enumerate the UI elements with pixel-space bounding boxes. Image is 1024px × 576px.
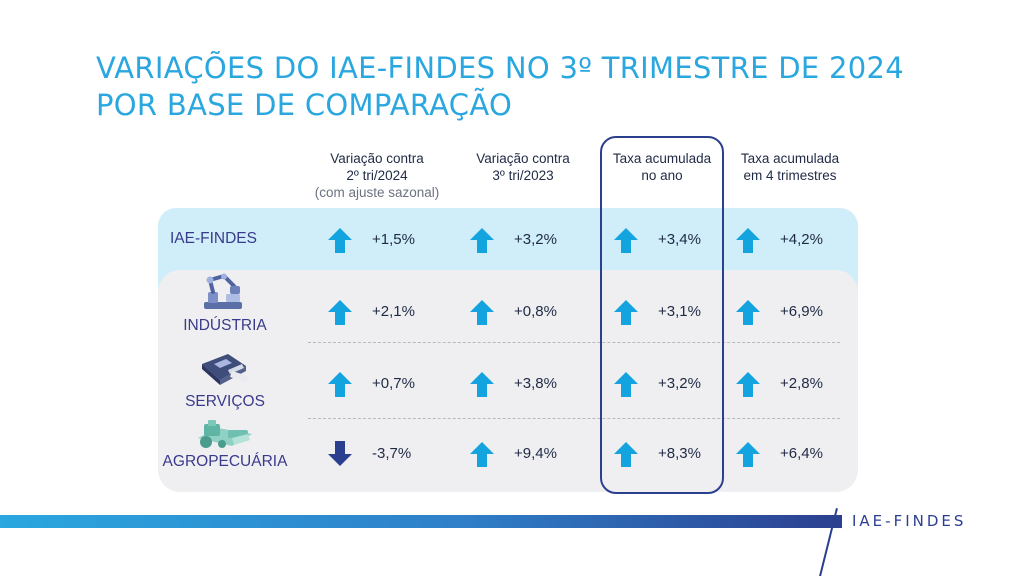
value-cell: +6,4% bbox=[736, 440, 823, 468]
value-text: +6,9% bbox=[780, 303, 823, 320]
accumulated-year-highlight bbox=[600, 136, 724, 494]
value-text: +9,4% bbox=[514, 445, 557, 462]
value-text: +6,4% bbox=[780, 445, 823, 462]
card-terminal-icon bbox=[202, 354, 248, 385]
value-text: +8,3% bbox=[658, 445, 701, 462]
value-cell: +0,8% bbox=[470, 298, 557, 326]
value-text: +3,8% bbox=[514, 375, 557, 392]
title-line-1: VARIAÇÕES DO IAE-FINDES NO 3º TRIMESTRE … bbox=[96, 51, 905, 85]
column-header-yoy: Variação contra 3º tri/2023 bbox=[476, 151, 570, 183]
value-text: +3,4% bbox=[658, 231, 701, 248]
brand-logo: IAE-FINDES bbox=[852, 512, 967, 530]
arrow-up-icon bbox=[614, 228, 638, 253]
arrow-up-icon bbox=[736, 228, 760, 253]
column-header-q2: Variação contra 2º tri/2024 (com ajuste … bbox=[302, 150, 452, 201]
value-cell: +4,2% bbox=[736, 226, 823, 254]
value-cell: +3,2% bbox=[470, 226, 557, 254]
value-cell: +0,7% bbox=[328, 370, 415, 398]
arrow-up-icon bbox=[736, 372, 760, 397]
arrow-down-icon bbox=[328, 441, 352, 466]
value-text: -3,7% bbox=[372, 445, 412, 462]
tractor-icon bbox=[198, 420, 252, 448]
value-cell: +8,3% bbox=[614, 440, 701, 468]
value-text: +1,5% bbox=[372, 231, 415, 248]
value-text: +4,2% bbox=[780, 231, 823, 248]
column-header-4q: Taxa acumulada em 4 trimestres bbox=[740, 151, 840, 183]
value-cell: +3,4% bbox=[614, 226, 701, 254]
value-cell: +3,8% bbox=[470, 370, 557, 398]
row-separator bbox=[308, 418, 840, 419]
value-cell: +1,5% bbox=[328, 226, 415, 254]
value-cell: +3,1% bbox=[614, 298, 701, 326]
value-text: +2,1% bbox=[372, 303, 415, 320]
value-cell: +6,9% bbox=[736, 298, 823, 326]
column-header-note: (com ajuste sazonal) bbox=[314, 185, 440, 200]
arrow-up-icon bbox=[736, 300, 760, 325]
column-header-ytd: Taxa acumulada no ano bbox=[612, 151, 712, 183]
page-title: VARIAÇÕES DO IAE-FINDES NO 3º TRIMESTRE … bbox=[96, 50, 976, 124]
value-text: +2,8% bbox=[780, 375, 823, 392]
value-text: +0,7% bbox=[372, 375, 415, 392]
row-label-industria: INDÚSTRIA bbox=[183, 317, 267, 334]
row-label-servicos: SERVIÇOS bbox=[185, 393, 265, 410]
row-label-agropecuaria: AGROPECUÁRIA bbox=[162, 453, 288, 470]
value-text: +3,1% bbox=[658, 303, 701, 320]
arrow-up-icon bbox=[614, 300, 638, 325]
value-cell: +3,2% bbox=[614, 370, 701, 398]
row-separator bbox=[308, 342, 840, 343]
arrow-up-icon bbox=[614, 372, 638, 397]
arrow-up-icon bbox=[470, 442, 494, 467]
row-label-iae-findes: IAE-FINDES bbox=[170, 230, 257, 247]
value-text: +0,8% bbox=[514, 303, 557, 320]
value-text: +3,2% bbox=[514, 231, 557, 248]
arrow-up-icon bbox=[328, 228, 352, 253]
arrow-up-icon bbox=[470, 372, 494, 397]
value-text: +3,2% bbox=[658, 375, 701, 392]
arrow-up-icon bbox=[328, 300, 352, 325]
arrow-up-icon bbox=[328, 372, 352, 397]
value-cell: +2,8% bbox=[736, 370, 823, 398]
footer-bar bbox=[0, 515, 842, 528]
arrow-up-icon bbox=[736, 442, 760, 467]
title-line-2: POR BASE DE COMPARAÇÃO bbox=[96, 88, 513, 122]
value-cell: -3,7% bbox=[328, 440, 411, 468]
arrow-up-icon bbox=[470, 228, 494, 253]
arrow-up-icon bbox=[614, 442, 638, 467]
value-cell: +9,4% bbox=[470, 440, 557, 468]
robot-arm-icon bbox=[204, 273, 242, 309]
value-cell: +2,1% bbox=[328, 298, 415, 326]
arrow-up-icon bbox=[470, 300, 494, 325]
